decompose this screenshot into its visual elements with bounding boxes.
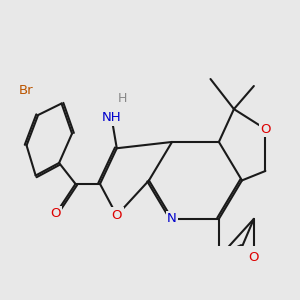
Text: N: N — [167, 212, 177, 225]
Text: H: H — [117, 92, 127, 105]
Text: O: O — [50, 208, 61, 220]
Text: O: O — [249, 251, 259, 264]
Text: O: O — [112, 209, 122, 222]
Text: O: O — [260, 122, 271, 136]
Text: Br: Br — [19, 84, 33, 97]
Text: NH: NH — [102, 111, 121, 124]
